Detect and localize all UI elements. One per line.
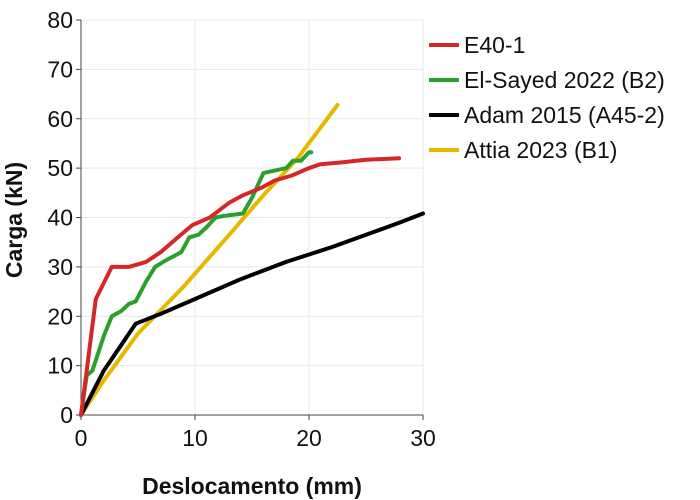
y-tick-label: 50 — [47, 155, 73, 181]
y-tick-label: 0 — [60, 402, 73, 428]
x-tick-label: 20 — [296, 425, 322, 451]
y-tick-label: 30 — [47, 254, 73, 280]
legend: E40-1 El-Sayed 2022 (B2) Adam 2015 (A45-2)… — [429, 32, 665, 163]
legend-label: E40-1 — [464, 32, 525, 58]
y-tick-label: 80 — [47, 7, 73, 33]
x-tick-label: 10 — [182, 425, 208, 451]
series-line — [79, 156, 402, 417]
legend-label: El-Sayed 2022 (B2) — [464, 67, 665, 93]
x-tick-label: 0 — [75, 425, 88, 451]
y-tick-label: 60 — [47, 106, 73, 132]
grid-lines — [80, 19, 424, 416]
x-axis-ticks: 0 10 20 30 — [75, 415, 436, 451]
y-tick-label: 20 — [47, 303, 73, 329]
y-tick-label: 70 — [47, 56, 73, 82]
y-axis-ticks: 0 10 20 30 40 50 60 70 80 — [47, 7, 81, 428]
y-tick-label: 40 — [47, 205, 73, 231]
x-tick-label: 30 — [410, 425, 436, 451]
series-line — [79, 211, 425, 417]
x-axis-title: Deslocamento (mm) — [142, 473, 362, 499]
y-tick-label: 10 — [47, 353, 73, 379]
legend-label: Adam 2015 (A45-2) — [464, 102, 665, 128]
series-line — [79, 150, 314, 417]
series-lines — [79, 102, 425, 417]
legend-label: Attia 2023 (B1) — [464, 137, 617, 163]
series-line — [79, 102, 340, 417]
y-axis-title: Carga (kN) — [1, 162, 27, 278]
